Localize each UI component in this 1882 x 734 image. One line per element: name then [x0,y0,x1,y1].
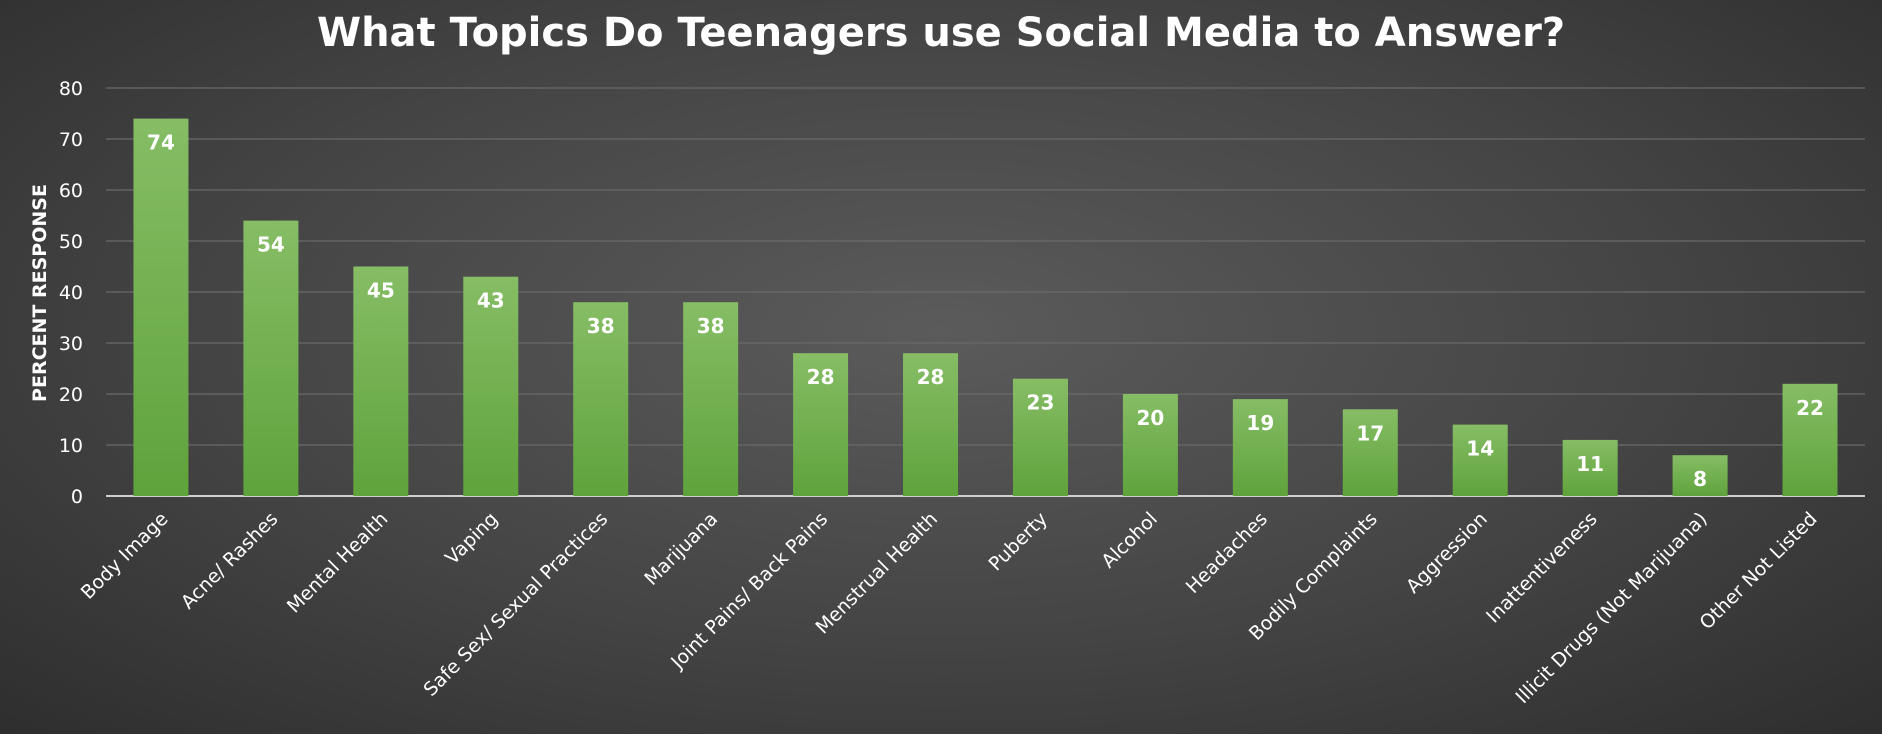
y-tick-label: 40 [59,282,83,304]
data-label: 43 [477,289,505,313]
data-label: 11 [1576,452,1604,476]
bar [1122,394,1178,496]
x-tick-label: Body Image [77,508,173,604]
bar [353,266,409,496]
x-tick-label: Alcohol [1097,508,1162,573]
bar [1782,383,1838,496]
data-label: 22 [1796,396,1824,420]
y-tick-label: 30 [59,333,83,355]
x-tick-label: Illicit Drugs (Not Marijuana) [1511,508,1711,708]
bar [1452,424,1508,496]
data-label: 8 [1693,467,1707,491]
data-label: 19 [1246,411,1274,435]
data-label: 38 [587,314,615,338]
data-label: 28 [917,365,945,389]
x-tick-label: Mental Health [283,508,393,618]
bars [133,118,1838,496]
x-tick-label: Acne/ Rashes [177,508,283,614]
bar [1672,455,1728,496]
bar [903,353,959,496]
data-label: 74 [147,131,175,155]
chart-title: What Topics Do Teenagers use Social Medi… [316,10,1566,56]
x-tick-label: Puberty [985,508,1052,575]
y-axis-label: PERCENT RESPONSE [29,184,51,402]
bar [1342,409,1398,496]
bar [793,353,849,496]
bar [683,302,739,496]
x-tick-label: Vaping [441,508,502,569]
x-tick-label: Safe Sex/ Sexual Practices [419,508,612,701]
x-axis-ticks: Body Image Acne/ Rashes Mental Health Vapin… [77,508,1822,708]
data-label: 17 [1356,421,1384,445]
data-label: 54 [257,233,285,257]
y-tick-label: 80 [59,78,83,100]
data-label: 20 [1136,406,1164,430]
y-tick-label: 0 [71,486,83,508]
bar [1562,439,1618,496]
data-labels: 74 54 45 43 38 38 28 28 23 20 19 17 14 11 8 22 [147,131,1824,492]
bar [243,220,299,496]
y-tick-label: 70 [59,129,83,151]
data-label: 45 [367,279,395,303]
bar [133,118,189,496]
data-label: 28 [807,365,835,389]
x-tick-label: Other Not Listed [1696,508,1822,634]
data-label: 38 [697,314,725,338]
data-label: 14 [1466,437,1494,461]
x-tick-label: Inattentiveness [1482,508,1602,628]
bar [1012,378,1068,496]
x-tick-label: Marijuana [640,508,722,590]
y-tick-label: 20 [59,384,83,406]
y-tick-label: 60 [59,180,83,202]
y-axis-ticks: 0 10 20 30 40 50 60 70 80 [59,78,83,508]
y-tick-label: 10 [59,435,83,457]
bar [573,302,629,496]
x-tick-label: Aggression [1402,508,1492,598]
x-tick-label: Menstrual Health [811,508,942,639]
bar [463,276,519,496]
y-tick-label: 50 [59,231,83,253]
x-tick-label: Headaches [1182,508,1272,598]
bar [1232,399,1288,496]
data-label: 23 [1027,391,1055,415]
